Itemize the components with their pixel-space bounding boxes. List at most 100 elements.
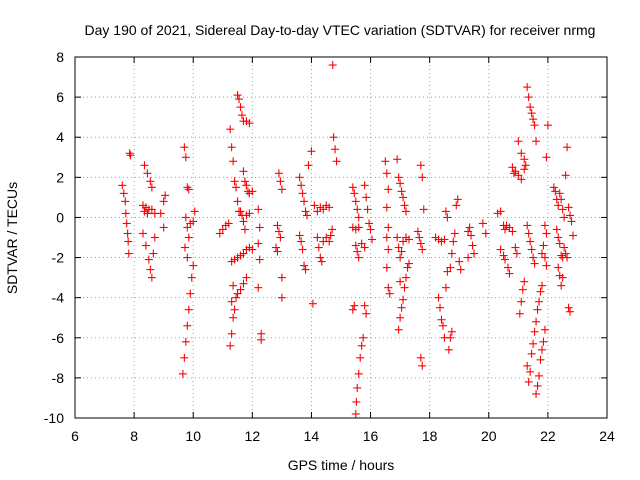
- data-point: [554, 201, 563, 210]
- data-point: [555, 189, 564, 198]
- y-tick-label: -2: [52, 250, 65, 266]
- data-point: [229, 281, 238, 290]
- data-point: [310, 201, 319, 210]
- data-point: [416, 353, 425, 362]
- data-point: [125, 149, 134, 158]
- data-point: [465, 223, 474, 232]
- data-point: [301, 207, 310, 216]
- data-point: [555, 239, 564, 248]
- x-tick-label: 12: [245, 428, 261, 444]
- data-point: [512, 249, 521, 258]
- grid-lines: [75, 57, 607, 418]
- data-point: [402, 207, 411, 216]
- data-point: [313, 207, 322, 216]
- data-point: [517, 297, 526, 306]
- data-point: [527, 109, 536, 118]
- data-point: [147, 273, 156, 282]
- data-point: [190, 207, 199, 216]
- data-point: [455, 257, 464, 266]
- data-point: [363, 205, 372, 214]
- data-point: [273, 247, 282, 256]
- data-point: [254, 205, 263, 214]
- data-point: [183, 223, 192, 232]
- data-point: [413, 227, 422, 236]
- data-point: [353, 205, 362, 214]
- data-point: [526, 237, 535, 246]
- data-point: [418, 245, 427, 254]
- data-point: [569, 231, 578, 240]
- data-point: [542, 229, 551, 238]
- data-point: [360, 243, 369, 252]
- data-point: [226, 125, 235, 134]
- data-point: [542, 153, 551, 162]
- data-point: [319, 205, 328, 214]
- data-point: [532, 137, 541, 146]
- data-point: [365, 219, 374, 228]
- data-point: [382, 169, 391, 178]
- data-point: [535, 297, 544, 306]
- x-tick-label: 14: [304, 428, 320, 444]
- data-point: [123, 229, 132, 238]
- data-point: [536, 355, 545, 364]
- data-point: [322, 233, 331, 242]
- data-point: [529, 339, 538, 348]
- data-point: [146, 177, 155, 186]
- data-point: [233, 197, 242, 206]
- y-tick-labels: -10 -8 -6 -4 -2 0 2 4 6 8: [44, 49, 64, 426]
- data-point: [240, 225, 249, 234]
- data-point: [183, 183, 192, 192]
- data-point: [121, 197, 130, 206]
- data-point: [295, 231, 304, 240]
- data-point: [524, 377, 533, 386]
- data-point: [122, 219, 131, 228]
- data-point: [503, 263, 512, 272]
- data-point: [354, 253, 363, 262]
- x-tick-label: 10: [185, 428, 201, 444]
- data-point: [161, 191, 170, 200]
- data-point: [399, 295, 408, 304]
- data-point: [357, 341, 366, 350]
- x-tick-label: 24: [599, 428, 615, 444]
- data-point: [348, 183, 357, 192]
- data-point: [554, 263, 563, 272]
- data-point: [449, 237, 458, 246]
- y-tick-label: 8: [56, 49, 64, 65]
- data-point: [520, 155, 529, 164]
- data-point: [150, 233, 159, 242]
- data-point: [242, 181, 251, 190]
- data-point: [527, 245, 536, 254]
- data-point: [240, 177, 249, 186]
- data-point: [501, 255, 510, 264]
- data-point: [126, 151, 135, 160]
- data-point: [517, 175, 526, 184]
- data-point: [304, 161, 313, 170]
- data-point: [535, 371, 544, 380]
- data-point: [277, 293, 286, 302]
- data-point: [567, 217, 576, 226]
- data-point: [397, 247, 406, 256]
- data-point: [440, 235, 449, 244]
- data-point: [329, 133, 338, 142]
- data-point: [450, 229, 459, 238]
- data-point: [227, 297, 236, 306]
- data-point: [331, 145, 340, 154]
- data-point: [242, 273, 251, 282]
- data-point: [446, 333, 455, 342]
- data-point: [300, 261, 309, 270]
- data-point: [141, 241, 150, 250]
- x-tick-labels: 6 8 10 12 14 16 18 20 22 24: [71, 428, 615, 444]
- data-point: [239, 279, 248, 288]
- data-point: [441, 283, 450, 292]
- data-point: [434, 293, 443, 302]
- data-point: [514, 137, 523, 146]
- data-point: [328, 225, 337, 234]
- data-point: [353, 247, 362, 256]
- data-point: [561, 171, 570, 180]
- data-point: [295, 173, 304, 182]
- data-point: [146, 265, 155, 274]
- data-point: [394, 173, 403, 182]
- data-point: [470, 249, 478, 258]
- data-point: [232, 183, 241, 192]
- data-point: [313, 233, 322, 242]
